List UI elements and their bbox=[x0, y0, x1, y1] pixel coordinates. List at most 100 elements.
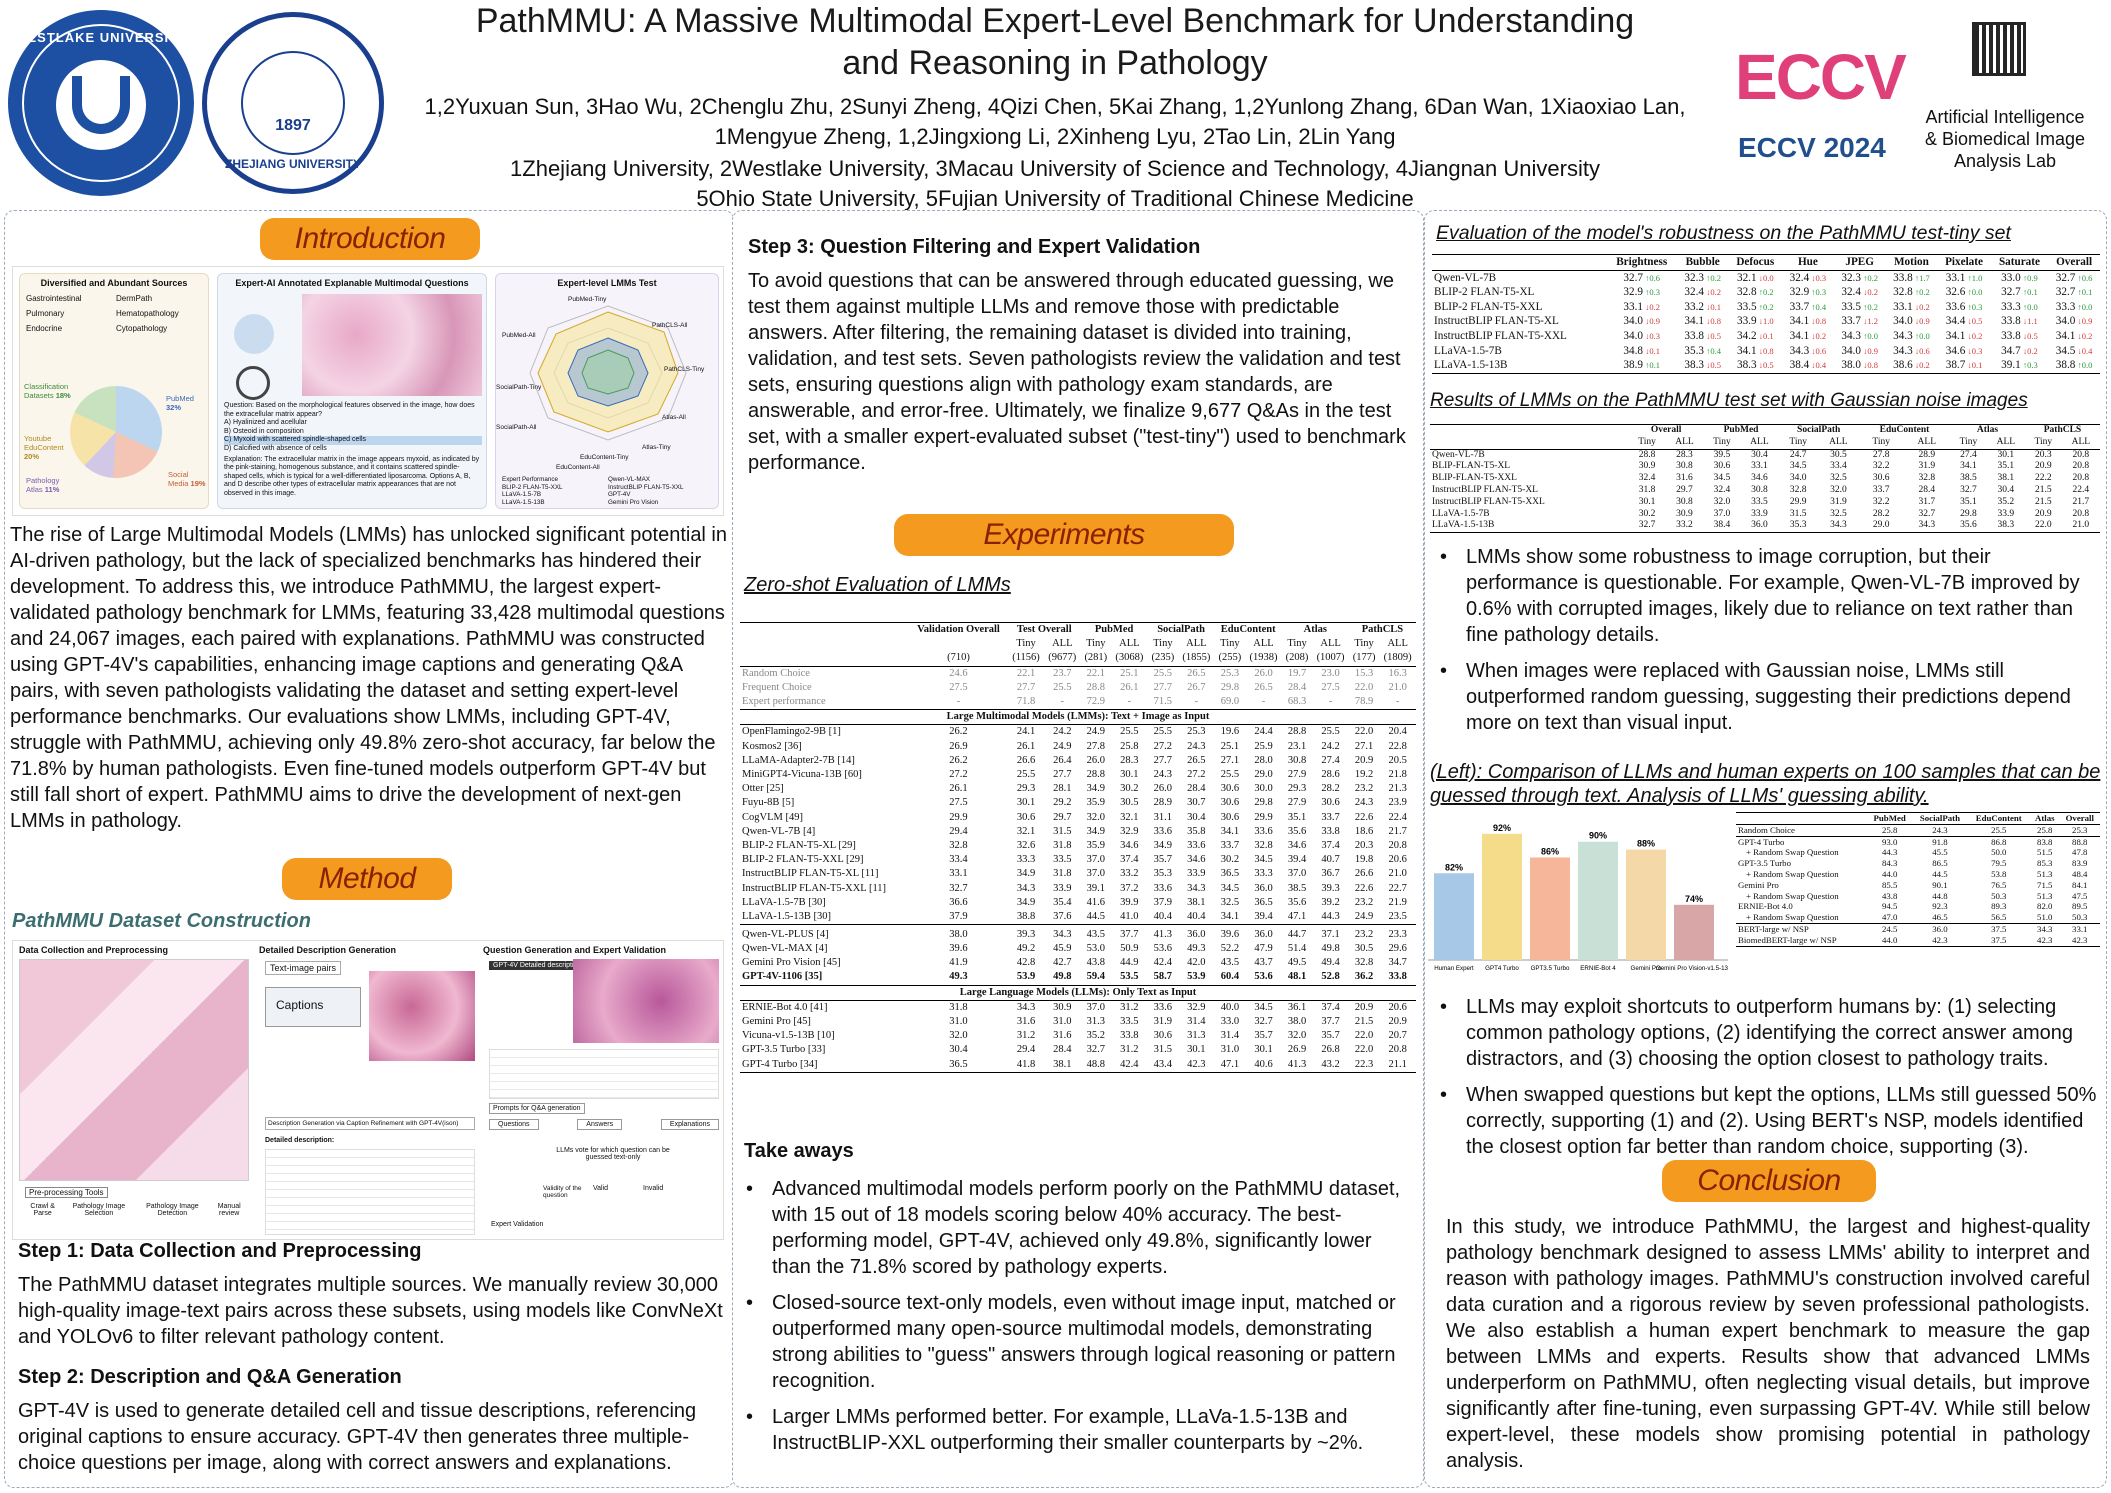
table-cell: 34.3 bbox=[1187, 882, 1206, 894]
table-cell: 33.1 bbox=[949, 868, 968, 880]
table-cell: 33.3 bbox=[1016, 854, 1036, 866]
table-cell: 53.6 bbox=[1153, 942, 1173, 954]
table-cell: 30.6 bbox=[1220, 783, 1240, 795]
table-cell: 43.2 bbox=[1321, 1058, 1340, 1070]
table-cell: 25.5 bbox=[1220, 769, 1240, 781]
cell-delta: ↓0.8 bbox=[1809, 316, 1827, 327]
table-cell: 33.7 bbox=[1872, 484, 1890, 495]
legend-item: GPT-4V bbox=[608, 491, 631, 498]
table-cell: 40.0 bbox=[1220, 1001, 1240, 1013]
table-cell: 84.1 bbox=[2072, 879, 2088, 890]
table-row: GPT-3.5 Turbo [33] 30.4 29.4 28.4 32.7 31.2 31… bbox=[740, 1043, 1416, 1057]
table-cell: 25.1 bbox=[1120, 667, 1139, 679]
table-cell: 44.0 bbox=[1881, 868, 1898, 879]
table-cell: 33.6 bbox=[1153, 882, 1173, 894]
cell-delta: ↓0.2 bbox=[1643, 301, 1660, 312]
table-header-cell: Tiny bbox=[1086, 638, 1106, 650]
table-cell: 36.2 bbox=[1354, 971, 1374, 983]
table-cell: 89.3 bbox=[1991, 901, 2007, 912]
table-header-cell: Tiny bbox=[1220, 638, 1240, 650]
table-cell: 36.0 bbox=[1254, 928, 1273, 940]
table-cell: 33.3 bbox=[1254, 868, 1273, 880]
table-cell: 26.5 bbox=[1187, 754, 1206, 766]
table-cell: 32.8 bbox=[949, 840, 968, 852]
table-cell: 49.3 bbox=[949, 971, 968, 983]
table-header-cell: JPEG bbox=[1833, 254, 1886, 271]
radar-label: PubMed-Tiny bbox=[568, 296, 607, 303]
table-cell: 27.7 bbox=[1153, 681, 1173, 693]
table-cell: 29.6 bbox=[1388, 942, 1407, 954]
table-cell: 24.2 bbox=[1053, 726, 1072, 738]
table-cell: 34.6 bbox=[1187, 854, 1206, 866]
table-cell: 30.5 bbox=[1354, 942, 1374, 954]
table-cell: 31.3 bbox=[1187, 1030, 1206, 1042]
table-header-cell: Defocus bbox=[1728, 254, 1782, 271]
table-cell: 20.9 bbox=[1354, 1001, 1374, 1013]
table-cell: 30.0 bbox=[1254, 783, 1273, 795]
table-header-cell: (9677) bbox=[1044, 651, 1081, 667]
source-label: Gastrointestinal bbox=[26, 294, 82, 303]
table-cell: 26.7 bbox=[1187, 681, 1206, 693]
table-cell: 32.0 bbox=[1830, 484, 1847, 495]
cell-value: 38.3 bbox=[1736, 359, 1757, 372]
table-cell: 49.8 bbox=[1053, 971, 1072, 983]
pie-pct: 20% bbox=[24, 452, 40, 461]
table-cell: 32.8 bbox=[1918, 473, 1936, 484]
table-header-cell: (3068) bbox=[1111, 651, 1148, 667]
table-cell: 45.9 bbox=[1053, 942, 1072, 954]
table-cell: 23.3 bbox=[1388, 928, 1407, 940]
cell-value: 34.7 bbox=[2001, 344, 2021, 357]
table-header-cell: EduContent bbox=[1967, 812, 2031, 825]
cell-delta: ↑0.0 bbox=[2020, 301, 2038, 312]
table-cell: 39.4 bbox=[1287, 854, 1307, 866]
table-cell: 31.8 bbox=[949, 1001, 968, 1013]
table-cell: InstructBLIP FLAN-T5-XXL [11] bbox=[742, 882, 887, 894]
radar-label: PubMed-All bbox=[502, 332, 536, 339]
table-cell: - bbox=[1127, 696, 1132, 708]
table-cell: 71.8 bbox=[1016, 696, 1036, 708]
cell-value: 34.1 bbox=[1684, 315, 1704, 328]
table-row: GPT-4 Turbo [34] 36.5 41.8 38.1 48.8 42.4 43.4… bbox=[740, 1058, 1416, 1073]
table-cell: 21.5 bbox=[1354, 1015, 1374, 1027]
table-section-title: Large Language Models (LLMs): Only Text … bbox=[740, 984, 1416, 1001]
cell-value: 32.3 bbox=[1684, 271, 1704, 284]
cell-value: 34.0 bbox=[2055, 315, 2076, 328]
table-cell: 43.5 bbox=[1086, 928, 1105, 940]
table-cell: 34.1 ↓0.8 bbox=[1729, 344, 1782, 359]
table-cell: GPT-4V-1106 [35] bbox=[742, 971, 823, 983]
validity-label: Validity of the question bbox=[543, 1185, 582, 1199]
table-section-title: Large Multimodal Models (LMMs): Text + I… bbox=[740, 709, 1416, 726]
table-cell: 28.8 bbox=[1086, 769, 1105, 781]
table-cell: 27.7 bbox=[1053, 769, 1072, 781]
table-cell: 20.8 bbox=[2072, 508, 2090, 519]
cell-value: 33.8 bbox=[2001, 315, 2021, 328]
table-cell: 28.3 bbox=[1120, 754, 1139, 766]
cell-value: 34.3 bbox=[1893, 329, 1913, 342]
table-cell: BLIP-FLAN-T5-XL bbox=[1432, 461, 1511, 472]
table-cell: 34.5 bbox=[1220, 882, 1240, 894]
table-cell: 35.1 bbox=[1960, 496, 1977, 507]
table-cell: 33.0 ↑0.9 bbox=[1991, 270, 2048, 285]
table-row: LLaVA-1.5-13B [30] 37.9 38.8 37.6 44.5 41.0 40… bbox=[740, 910, 1416, 925]
captions-box: Captions bbox=[265, 987, 361, 1027]
table-cell: 32.3 ↑0.2 bbox=[1677, 270, 1729, 285]
option: A) Hyalinized and acellular bbox=[224, 419, 307, 427]
table-cell: 32.2 bbox=[1872, 461, 1890, 472]
step1-text: The PathMMU dataset integrates multiple … bbox=[18, 1274, 723, 1348]
nsp-table: PubMed SocialPath EduContent Atlas Overall Ra… bbox=[1736, 812, 2100, 947]
table-cell: Expert performance bbox=[742, 696, 826, 708]
table-header-row: PubMed SocialPath EduContent Atlas Overall bbox=[1736, 812, 2100, 825]
table-cell: 34.3 bbox=[1016, 882, 1036, 894]
table-cell: LLaVA-1.5-7B bbox=[1434, 344, 1502, 357]
table-cell: 34.6 bbox=[1287, 840, 1307, 852]
table-cell: 37.5 bbox=[1991, 923, 2007, 934]
table-cell: + Random Swap Question bbox=[1746, 912, 1839, 923]
method-col1-title: Data Collection and Preprocessing bbox=[19, 945, 169, 955]
cell-value: 33.1 bbox=[1623, 300, 1643, 313]
table-cell: 30.2 bbox=[1220, 854, 1240, 866]
table-cell: 24.1 bbox=[1016, 726, 1036, 738]
table-cell: 20.8 bbox=[2072, 473, 2090, 484]
bar-value-label: 88% bbox=[1637, 839, 1655, 849]
cell-value: 32.7 bbox=[2001, 286, 2021, 299]
cell-delta: ↓0.5 bbox=[1703, 330, 1721, 341]
